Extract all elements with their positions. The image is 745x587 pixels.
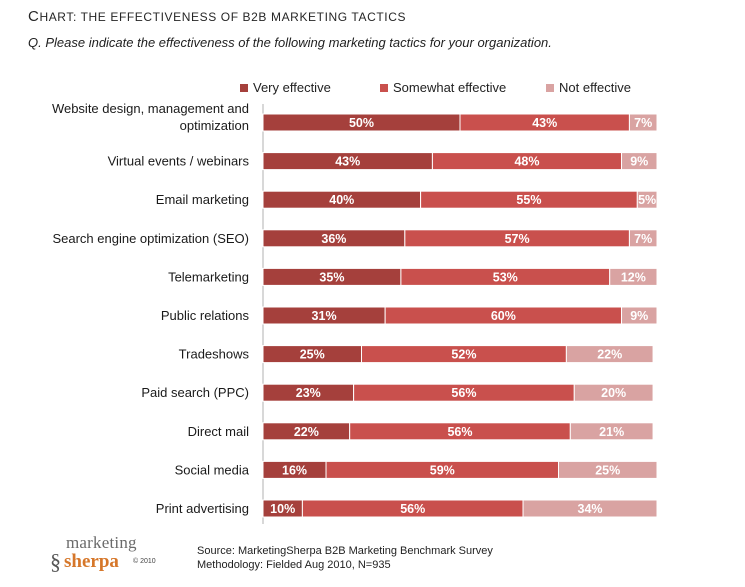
data-label-somewhat: 57% <box>505 232 530 246</box>
data-label-somewhat: 53% <box>493 270 518 284</box>
chart-footer: Source: MarketingSherpa B2B Marketing Be… <box>197 544 493 572</box>
bar-segment-not <box>636 190 658 209</box>
category-label: Tradeshows <box>179 347 250 362</box>
category-label: Telemarketing <box>168 269 249 284</box>
data-label-not: 7% <box>634 116 652 130</box>
data-label-somewhat: 59% <box>430 463 455 477</box>
data-label-not: 12% <box>621 270 646 284</box>
data-label-very: 25% <box>300 348 325 362</box>
legend-item-not: Not effective <box>546 80 646 95</box>
data-label-not: 22% <box>597 348 622 362</box>
bar-segment-not <box>569 422 654 441</box>
data-label-somewhat: 60% <box>491 309 516 323</box>
bar-segment-not <box>609 267 658 286</box>
category-label: Direct mail <box>188 424 250 439</box>
category-label: Search engine optimization (SEO) <box>52 231 249 246</box>
category-label: Public relations <box>161 308 250 323</box>
legend-swatch-not <box>546 83 554 92</box>
data-label-very: 31% <box>312 309 337 323</box>
methodology-note: Methodology: Fielded Aug 2010, N=935 <box>197 559 391 571</box>
data-label-not: 7% <box>634 232 652 246</box>
marketingsherpa-logo: § marketing sherpa © 2010 <box>48 533 168 579</box>
data-label-not: 9% <box>630 309 648 323</box>
legend-label-very: Very effective <box>253 80 331 95</box>
legend-swatch-very <box>240 83 248 92</box>
data-label-somewhat: 56% <box>400 502 425 516</box>
source-note: Source: MarketingSherpa B2B Marketing Be… <box>197 545 493 557</box>
data-label-not: 20% <box>601 386 626 400</box>
category-label: Social media <box>175 462 250 477</box>
category-label: Website design, management and optimizati… <box>52 101 249 133</box>
bar-segment-not <box>621 152 658 171</box>
data-label-somewhat: 55% <box>516 193 541 207</box>
data-label-not: 9% <box>630 155 648 169</box>
chart-question: Q. Please indicate the effectiveness of … <box>28 35 552 50</box>
data-label-very: 22% <box>294 425 319 439</box>
legend-label-not: Not effective <box>559 80 632 95</box>
legend-swatch-somewhat <box>380 83 388 92</box>
data-label-very: 40% <box>329 193 354 207</box>
data-label-not: 25% <box>595 463 620 477</box>
data-label-somewhat: 48% <box>514 155 539 169</box>
bar-segment-not <box>628 229 658 248</box>
title-prefix: C <box>28 8 40 25</box>
data-label-very: 35% <box>319 270 344 284</box>
data-label-somewhat: 56% <box>447 425 472 439</box>
category-label: Virtual events / webinars <box>108 154 250 169</box>
title-rest: hart: <box>39 10 81 24</box>
bar-segment-not <box>628 113 658 132</box>
data-label-very: 10% <box>270 502 295 516</box>
chart-legend: Very effective Somewhat effective Not effe… <box>240 80 646 95</box>
bar-segment-not <box>558 460 658 479</box>
logo-line1: marketing <box>66 533 137 552</box>
logo-line2: sherpa <box>64 551 119 572</box>
legend-item-very: Very effective <box>240 80 380 95</box>
data-label-somewhat: 43% <box>532 116 557 130</box>
data-label-very: 23% <box>296 386 321 400</box>
category-label: Email marketing <box>156 192 249 207</box>
data-label-somewhat: 56% <box>451 386 476 400</box>
bar-segment-not <box>573 383 654 402</box>
chart-title: Chart: The effectiveness of B2B marketin… <box>28 8 406 25</box>
data-label-very: 50% <box>349 116 374 130</box>
legend-item-somewhat: Somewhat effective <box>380 80 546 95</box>
bar-segment-not <box>565 345 654 364</box>
category-label: Print advertising <box>156 501 249 516</box>
data-label-somewhat: 52% <box>451 348 476 362</box>
data-label-not: 5% <box>638 193 656 207</box>
data-label-not: 34% <box>578 502 603 516</box>
data-label-not: 21% <box>599 425 624 439</box>
logo-copyright: © 2010 <box>133 558 156 565</box>
bar-segment-not <box>621 306 658 325</box>
data-label-very: 36% <box>321 232 346 246</box>
data-label-very: 16% <box>282 463 307 477</box>
title-main: The effectiveness of B2B marketing tacti… <box>80 10 407 24</box>
logo-mark-icon: § <box>50 549 61 574</box>
category-label: Paid search (PPC) <box>141 385 249 400</box>
data-label-very: 43% <box>335 155 360 169</box>
legend-label-somewhat: Somewhat effective <box>393 80 507 95</box>
bar-segment-not <box>522 499 658 518</box>
